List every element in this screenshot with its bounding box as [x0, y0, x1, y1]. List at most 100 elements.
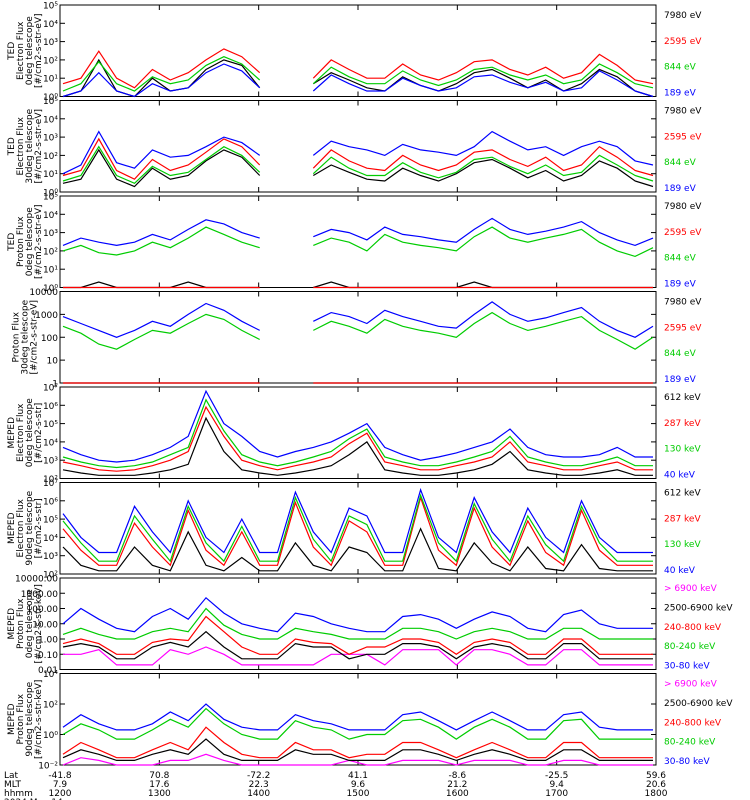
series-line	[62, 56, 654, 92]
footer-hhmm: 1700	[545, 789, 568, 799]
footer-lat: 41.1	[348, 771, 368, 781]
y-tick-label: 10⁰	[43, 93, 58, 103]
footer-row-label: Lat	[4, 771, 19, 781]
footer-mlt: 21.2	[447, 780, 467, 790]
legend-label: 30-80 keV	[664, 662, 710, 672]
y-axis-label: Electron Flux	[16, 498, 26, 557]
footer-hhmm: 1500	[347, 789, 370, 799]
y-tick-label: 10⁻²	[38, 762, 58, 772]
footer-lat: -8.6	[449, 771, 467, 781]
series-line	[62, 630, 653, 660]
footer-lat: -41.8	[48, 771, 72, 781]
y-axis-label: TED	[7, 233, 17, 252]
y-axis-label: [#/cm2-s-str]	[34, 403, 44, 463]
y-axis-label: Electron Flux	[16, 116, 26, 175]
y-axis-label: Electron Flux	[16, 21, 26, 80]
series-line	[62, 137, 654, 180]
y-tick-label: 1000	[35, 311, 58, 321]
series-line	[62, 145, 654, 185]
y-axis-label: [#/cm2-s-str]	[34, 498, 44, 558]
footer-row-label: hhmm	[4, 789, 33, 799]
legend-label: 2500-6900 keV	[664, 603, 733, 613]
y-axis-label: [#/cm2-s-str-eV]	[30, 300, 40, 375]
y-tick-label: 10⁷	[43, 479, 58, 489]
legend-label: 287 keV	[664, 419, 701, 429]
legend-label: > 6900 keV	[664, 584, 718, 594]
series-line	[62, 495, 653, 567]
y-tick-label: 100.00	[27, 605, 59, 615]
series-line	[62, 738, 653, 762]
series-line	[62, 398, 653, 469]
series-line	[62, 130, 654, 175]
series-line	[62, 226, 654, 258]
y-axis-label: 30deg telescope	[25, 108, 35, 183]
series-line	[62, 707, 653, 740]
series-line	[62, 615, 653, 656]
y-tick-label: 10³	[43, 457, 58, 467]
y-axis-label: Proton Flux	[16, 216, 26, 267]
legend-label: 189 eV	[664, 375, 697, 385]
y-axis-label: [#/cm2-s-str-keV]	[34, 680, 44, 759]
legend-label: 844 eV	[664, 254, 697, 264]
footer-lat: -72.2	[247, 771, 270, 781]
series-line	[62, 703, 653, 731]
footer-lat: 70.8	[149, 771, 169, 781]
footer-lat: 59.6	[646, 771, 666, 781]
y-tick-label: 10⁵	[43, 2, 58, 12]
footer-hhmm: 1200	[49, 789, 72, 799]
legend-label: 2595 eV	[664, 132, 702, 142]
y-tick-label: 10⁶	[43, 402, 58, 412]
legend-label: 189 eV	[664, 184, 697, 194]
y-tick-label: 10³	[43, 134, 58, 144]
footer-hhmm: 1300	[148, 789, 171, 799]
y-tick-label: 10⁰	[43, 189, 58, 199]
y-axis-label: Proton Flux	[16, 598, 26, 649]
y-tick-label: 10000	[29, 288, 58, 298]
series-line	[62, 493, 653, 563]
y-tick-label: 10	[47, 357, 59, 367]
series-line	[62, 596, 653, 633]
series-line	[62, 389, 653, 463]
y-tick-label: 10⁴	[43, 534, 58, 544]
y-tick-label: 10⁰	[43, 284, 58, 294]
footer-hhmm: 1800	[645, 789, 668, 799]
footer-mlt: 17.6	[149, 780, 169, 790]
panel-frame	[59, 577, 657, 670]
series-line	[62, 753, 653, 766]
panel-frame	[59, 291, 657, 384]
series-line	[62, 63, 654, 98]
y-tick-label: 10⁵	[43, 516, 58, 526]
y-tick-label: 10³	[43, 552, 58, 562]
y-tick-label: 10¹	[43, 75, 58, 85]
y-tick-label: 10³	[43, 229, 58, 239]
footer-mlt: 7.9	[53, 780, 68, 790]
y-tick-label: 10¹	[43, 266, 58, 276]
y-axis-label: [#/cm2-s-str-eV]	[34, 109, 44, 184]
legend-label: 612 keV	[664, 393, 701, 403]
y-axis-label: [#/cm2-s-str-keV]	[34, 584, 44, 663]
y-axis-label: Proton Flux	[16, 693, 26, 744]
legend-label: 130 keV	[664, 540, 701, 550]
y-axis-label: TED	[7, 137, 17, 156]
series-line	[62, 607, 653, 640]
series-line	[62, 217, 654, 247]
y-tick-label: 1	[52, 380, 58, 390]
panel-frame	[59, 386, 657, 479]
y-tick-label: 10²	[43, 56, 58, 66]
footer-row-label: MLT	[4, 780, 22, 790]
legend-label: 844 eV	[664, 63, 697, 73]
y-tick-label: 10²	[43, 152, 58, 162]
y-tick-label: 10⁶	[43, 497, 58, 507]
legend-label: 130 keV	[664, 445, 701, 455]
y-axis-label: 90deg telescope	[25, 681, 35, 756]
legend-label: 7980 eV	[664, 107, 702, 117]
legend-label: 287 keV	[664, 514, 701, 524]
footer-lat: -25.5	[545, 771, 568, 781]
y-tick-label: 10⁴	[43, 211, 58, 221]
legend-label: 2595 eV	[664, 323, 702, 333]
y-axis-label: 0deg telescope	[25, 398, 35, 468]
y-tick-label: 10²	[43, 475, 58, 485]
footer-hhmm: 1400	[247, 789, 270, 799]
y-axis-label: 0deg telescope	[25, 16, 35, 86]
